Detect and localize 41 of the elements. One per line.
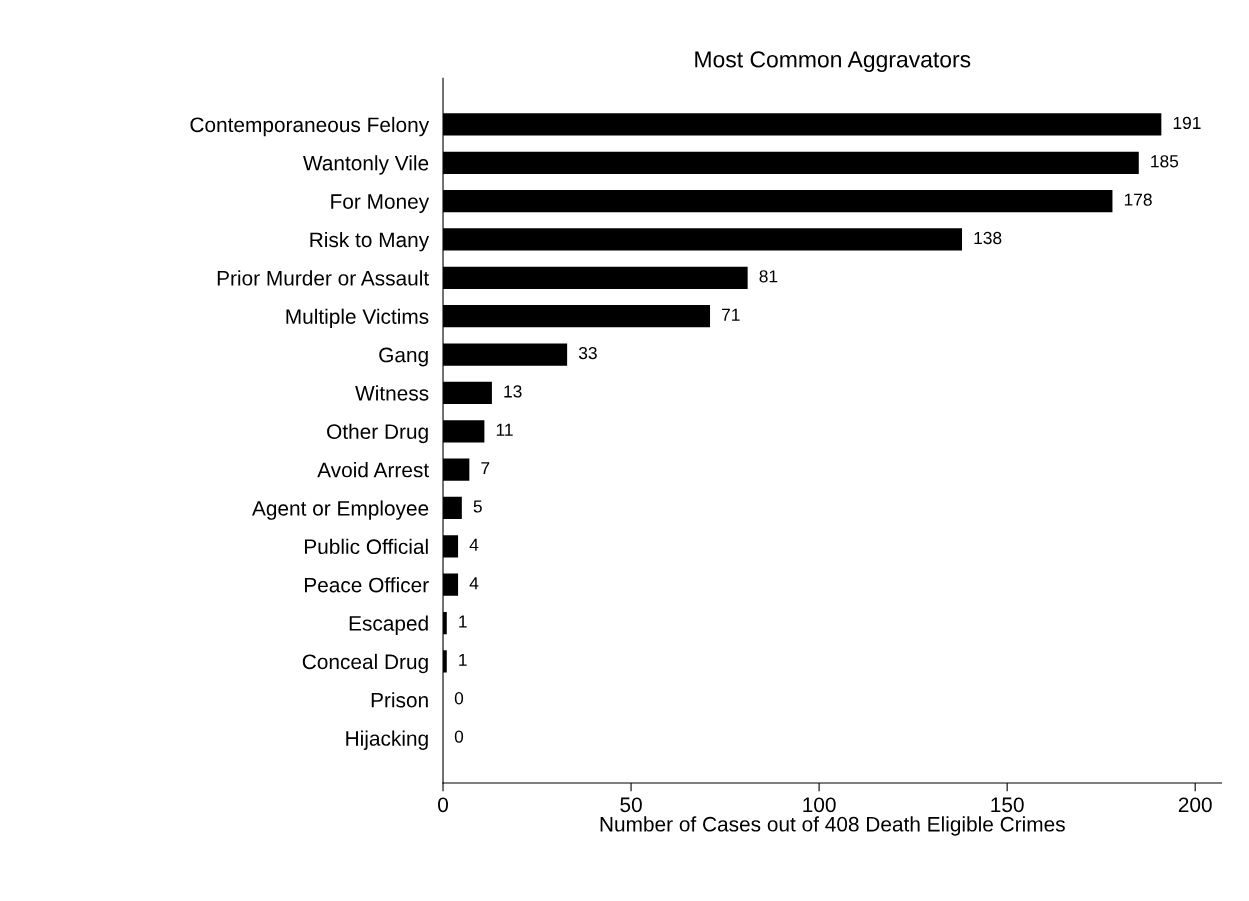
x-tick-label: 0 (438, 797, 448, 813)
data-label: 191 (1173, 116, 1201, 130)
y-tick-label: Escaped (349, 615, 428, 635)
data-label: 0 (454, 730, 464, 743)
y-tick-label: Other Drug (327, 423, 428, 444)
data-label: 4 (469, 577, 479, 590)
y-tick-label: Conceal Drug (302, 653, 428, 674)
y-tick-label: Hijacking (346, 730, 428, 750)
y-tick-label: Peace Officer (305, 577, 429, 593)
data-label: 5 (473, 500, 482, 513)
y-tick-label: Prison (371, 692, 428, 708)
y-tick-label: Prior Murder or Assault (217, 270, 429, 286)
data-label: 138 (974, 231, 1002, 245)
y-tick-label: Risk to Many (310, 231, 430, 252)
data-label: 13 (504, 385, 522, 398)
data-label: 4 (469, 538, 479, 551)
y-tick-label: Multiple Victims (286, 308, 429, 329)
data-label: 0 (454, 692, 464, 705)
data-label: 1 (459, 615, 467, 628)
data-label: 33 (578, 346, 597, 360)
data-label: 1 (459, 653, 467, 666)
y-tick-label: Agent or Employee (252, 500, 429, 520)
data-label: 71 (722, 308, 740, 321)
x-tick-label: 50 (620, 797, 642, 813)
data-label: 81 (759, 270, 778, 283)
x-tick-label: 100 (803, 797, 836, 813)
data-label: 178 (1124, 193, 1152, 206)
y-tick-label: Witness (355, 385, 429, 401)
x-axis-title: Number of Cases out of 408 Death Eligible Crimes (600, 816, 1065, 836)
y-tick-label: Public Official (305, 538, 428, 555)
chart-title: Most Common Aggravators (695, 51, 971, 73)
y-tick-label: Wantonly Vile (303, 155, 429, 175)
data-label: 11 (496, 423, 513, 436)
y-tick-label: Avoid Arrest (317, 462, 429, 478)
x-tick-label: 200 (1178, 797, 1212, 813)
x-tick-label: 150 (991, 797, 1024, 813)
data-label: 7 (481, 462, 490, 475)
data-label: 185 (1151, 155, 1179, 168)
y-tick-label: Gang (379, 347, 428, 367)
y-tick-label: Contemporaneous Felony (190, 116, 430, 137)
y-tick-label: For Money (331, 194, 430, 213)
